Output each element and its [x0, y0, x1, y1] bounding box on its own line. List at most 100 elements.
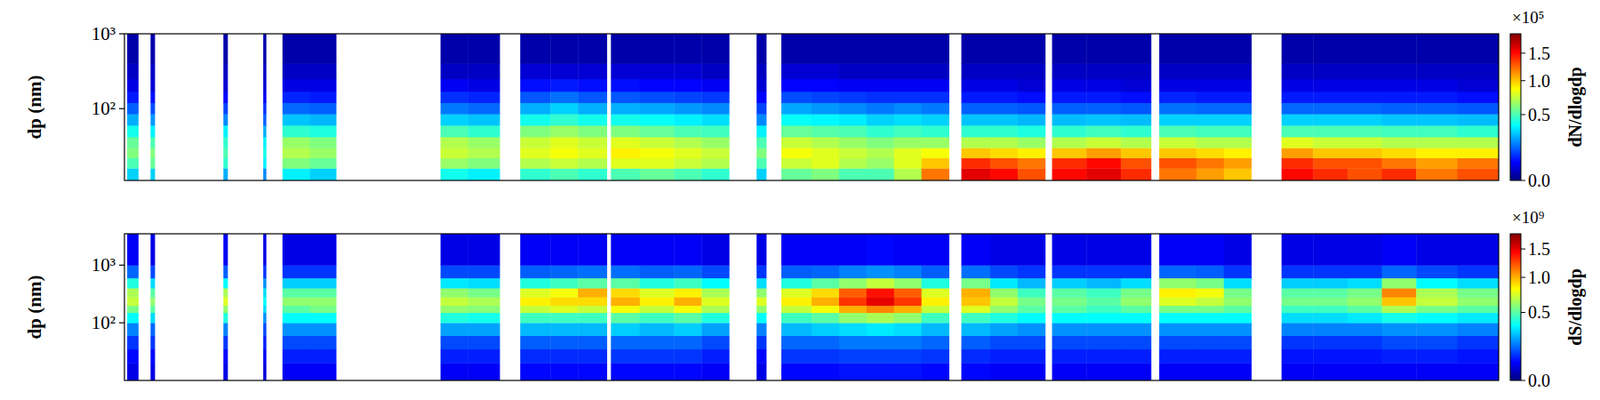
- cell: [990, 296, 1018, 306]
- cell: [781, 158, 812, 169]
- cell: [310, 33, 337, 64]
- cell: [961, 349, 992, 364]
- colorbar-tick-label: 0.5: [1528, 302, 1551, 322]
- cell: [990, 336, 1018, 351]
- cell: [839, 136, 867, 149]
- cell: [150, 233, 155, 266]
- cell: [1224, 296, 1252, 306]
- cell: [440, 336, 469, 351]
- cell: [921, 322, 950, 336]
- cell: [866, 322, 895, 336]
- cell: [263, 33, 266, 64]
- cell: [468, 64, 501, 80]
- cell: [756, 136, 767, 149]
- cell: [263, 312, 266, 324]
- cell: [1416, 305, 1458, 314]
- cell: [1224, 305, 1252, 314]
- cell: [921, 64, 950, 80]
- cell: [1347, 125, 1383, 137]
- cell: [894, 336, 922, 351]
- cell: [1224, 233, 1252, 266]
- cell: [1052, 113, 1088, 126]
- cell: [610, 264, 640, 279]
- cell: [577, 33, 608, 64]
- cell: [1159, 296, 1197, 306]
- cell: [811, 91, 840, 104]
- cell: [1120, 158, 1152, 169]
- cell: [577, 103, 608, 115]
- cell: [610, 349, 640, 364]
- cell: [1382, 136, 1417, 149]
- colorbar: [1510, 33, 1521, 181]
- cell: [781, 288, 812, 297]
- cell: [1347, 168, 1383, 181]
- cell: [282, 278, 311, 289]
- cell: [673, 288, 702, 297]
- cell: [468, 136, 501, 149]
- cell: [1052, 296, 1088, 306]
- cell: [921, 288, 950, 297]
- cell: [640, 322, 675, 336]
- cell: [781, 64, 812, 80]
- cell: [1281, 305, 1314, 314]
- cell: [640, 79, 675, 93]
- cell: [1159, 312, 1197, 324]
- y-tick: [119, 264, 125, 266]
- cell: [1017, 296, 1046, 306]
- cell: [1120, 113, 1152, 126]
- cell: [1017, 113, 1046, 126]
- cell: [310, 322, 337, 336]
- cell: [127, 312, 139, 324]
- cell: [468, 336, 501, 351]
- cell: [1347, 64, 1383, 80]
- cell: [673, 125, 702, 137]
- cell: [839, 125, 867, 137]
- cell: [866, 264, 895, 279]
- cell: [1086, 158, 1121, 169]
- cell: [1312, 103, 1348, 115]
- cell: [1196, 278, 1224, 289]
- cell: [990, 362, 1018, 381]
- cell: [894, 147, 922, 159]
- cell: [1281, 33, 1314, 64]
- cell: [961, 158, 992, 169]
- cell: [1457, 136, 1499, 149]
- cell: [520, 288, 551, 297]
- cell: [1052, 264, 1088, 279]
- cell: [961, 336, 992, 351]
- cell: [1196, 79, 1224, 93]
- cell: [1224, 125, 1252, 137]
- cell: [839, 91, 867, 104]
- cell: [1416, 64, 1458, 80]
- cell: [1416, 296, 1458, 306]
- cell: [1312, 113, 1348, 126]
- cell: [282, 322, 311, 336]
- cell: [610, 91, 640, 104]
- cell: [1382, 264, 1417, 279]
- cell: [1120, 296, 1152, 306]
- cell: [1347, 79, 1383, 93]
- cell: [468, 278, 501, 289]
- cell: [1457, 305, 1499, 314]
- cell: [1196, 233, 1224, 266]
- cell: [961, 312, 992, 324]
- cell: [1416, 168, 1458, 181]
- cell: [1457, 278, 1499, 289]
- cell: [673, 296, 702, 306]
- cell: [1416, 264, 1458, 279]
- cell: [1416, 147, 1458, 159]
- cell: [577, 312, 608, 324]
- cell: [1312, 125, 1348, 137]
- cell: [127, 125, 139, 137]
- cell: [127, 168, 139, 181]
- cell: [550, 296, 578, 306]
- cell: [263, 264, 266, 279]
- cell: [150, 305, 155, 314]
- heatmap-cells: [127, 33, 1499, 181]
- cell: [520, 349, 551, 364]
- cell: [1347, 305, 1383, 314]
- cell: [1281, 278, 1314, 289]
- cell: [894, 362, 922, 381]
- cell: [468, 158, 501, 169]
- cell: [223, 64, 228, 80]
